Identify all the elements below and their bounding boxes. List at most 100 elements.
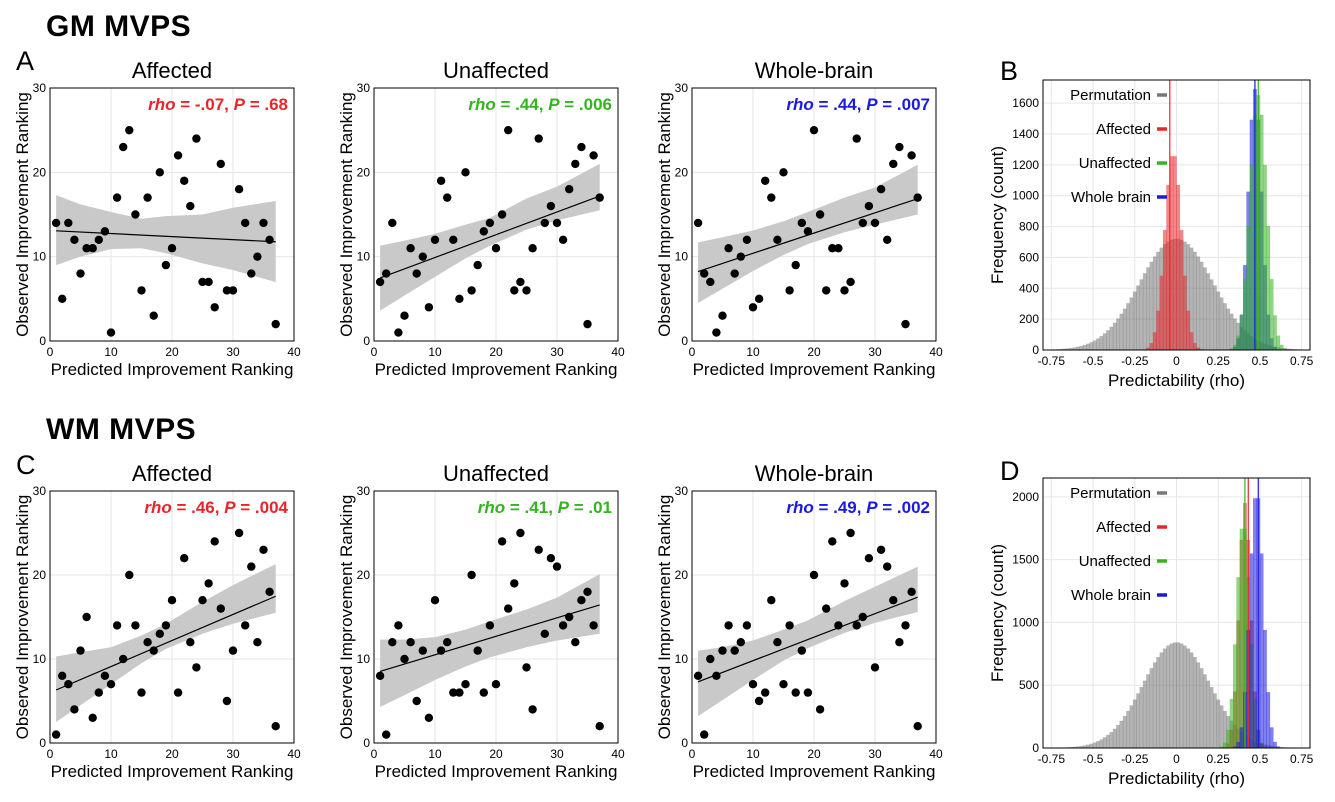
histogram-bar [1142, 680, 1147, 749]
data-point [742, 621, 752, 630]
data-point [241, 218, 250, 228]
y-tick-label: 30 [357, 484, 371, 498]
x-tick-label: 20 [165, 747, 179, 761]
histogram-bar [1273, 315, 1277, 351]
data-point [797, 218, 806, 228]
x-axis-label: Predictability (rho) [1108, 371, 1245, 390]
y-tick-label: 10 [357, 652, 371, 666]
x-tick-label: 20 [807, 345, 821, 359]
axes-frame [49, 490, 295, 744]
data-point [858, 612, 867, 622]
data-point [400, 311, 409, 320]
data-point [375, 671, 385, 680]
data-point [125, 570, 134, 580]
data-point [167, 596, 177, 605]
histogram-bar [1243, 278, 1247, 351]
data-point [204, 579, 213, 588]
data-point [852, 621, 861, 630]
x-tick-label: 10 [104, 747, 118, 761]
gridlines [691, 490, 937, 744]
histogram-bar [1202, 674, 1207, 749]
histogram-bar [1202, 267, 1207, 351]
confidence-band [56, 195, 276, 282]
x-tick-label: 0 [47, 747, 54, 761]
data-point [216, 604, 225, 613]
data-point [449, 235, 458, 244]
data-point [173, 688, 183, 697]
data-point [595, 722, 604, 731]
histogram-bar [1149, 261, 1154, 351]
data-point [876, 545, 886, 554]
y-tick-label: 0 [681, 736, 688, 750]
histogram-bar [1269, 727, 1274, 749]
stat-p: P [234, 95, 246, 114]
histogram-bar [1186, 648, 1191, 749]
histogram-bar [1226, 308, 1231, 351]
data-point [528, 244, 537, 253]
data-point [907, 587, 916, 596]
x-tick-label: 0 [47, 345, 54, 359]
legend: Permutation Affected Unaffected Whole brain [1070, 485, 1167, 604]
data-point [58, 294, 67, 304]
histogram-bar [1082, 344, 1087, 351]
histogram-bar [1156, 310, 1161, 351]
data-point [70, 705, 79, 714]
histogram-bar [1212, 693, 1217, 749]
section-title-gm: GM MVPS [46, 10, 192, 43]
data-point [375, 277, 385, 287]
stat-rho: rho [478, 498, 505, 517]
histogram-bar [1092, 742, 1097, 749]
y-tick-label: 0 [681, 334, 688, 348]
data-point [400, 654, 409, 664]
histogram-bar [1179, 229, 1184, 351]
x-tick-label: 40 [929, 345, 943, 359]
stat-annotation: rho = .41, P = .01 [478, 498, 612, 517]
histogram-bar [1176, 642, 1181, 749]
histogram-bar [1263, 629, 1267, 749]
chart-wm-affected: Affected rho = .46, P = .004 0 10 20 30 40 0 10 2… [13, 461, 301, 781]
stat-p-value: = .004 [236, 498, 289, 517]
histogram-bar [1222, 742, 1227, 749]
data-point [479, 688, 488, 697]
stat-rho-value: = .49, [814, 498, 866, 517]
histogram-bar [1269, 278, 1274, 351]
data-point [693, 671, 703, 680]
y-tick-label: 20 [357, 165, 371, 179]
stat-annotation: rho = .49, P = .002 [786, 498, 930, 517]
legend-label: Permutation [1070, 485, 1151, 502]
histogram-bar [1192, 657, 1197, 749]
regression-line [56, 230, 276, 243]
data-point [565, 612, 574, 622]
data-point [828, 244, 837, 253]
x-tick-label: 30 [550, 345, 564, 359]
data-point [571, 159, 580, 169]
x-tick-label: 0.75 [1290, 354, 1314, 368]
data-point [485, 218, 495, 228]
histogram-bar [1162, 229, 1167, 351]
data-point [724, 621, 733, 630]
data-point [834, 244, 843, 253]
data-point [558, 235, 568, 244]
histogram-bar [1149, 668, 1154, 749]
data-point [700, 269, 709, 278]
legend-label: Affected [1096, 519, 1151, 536]
histogram-bar [1162, 648, 1167, 749]
x-axis-label: Predicted Improvement Ranking [375, 762, 618, 781]
data-point [222, 696, 232, 706]
histogram-bar [1122, 716, 1127, 749]
data-point [742, 235, 752, 244]
histogram-bar [1276, 335, 1281, 351]
x-tick-label: 10 [746, 345, 760, 359]
histogram-bar [1229, 313, 1234, 351]
y-tick-label: 400 [1019, 281, 1039, 295]
x-axis-label: Predicted Improvement Ranking [693, 762, 936, 781]
histogram-bar [1129, 297, 1134, 351]
data-point [192, 134, 201, 143]
panel-title: Whole-brain [755, 58, 874, 83]
data-point [895, 638, 904, 647]
x-tick-label: 30 [226, 345, 240, 359]
histogram-bar [1236, 335, 1241, 351]
histogram-bar [1106, 330, 1110, 351]
stat-annotation: rho = .44, P = .007 [786, 95, 930, 114]
y-tick-label: 0 [1032, 343, 1039, 357]
